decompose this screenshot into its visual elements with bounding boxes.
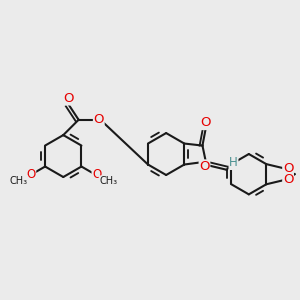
Text: CH₃: CH₃ (99, 176, 117, 186)
Text: O: O (283, 163, 293, 176)
Text: O: O (63, 92, 74, 105)
Text: O: O (199, 160, 210, 173)
Text: CH₃: CH₃ (10, 176, 28, 186)
Text: H: H (229, 156, 238, 170)
Text: O: O (92, 168, 101, 181)
Text: O: O (94, 113, 104, 126)
Text: O: O (283, 173, 293, 186)
Text: O: O (26, 168, 36, 181)
Text: O: O (200, 116, 211, 130)
